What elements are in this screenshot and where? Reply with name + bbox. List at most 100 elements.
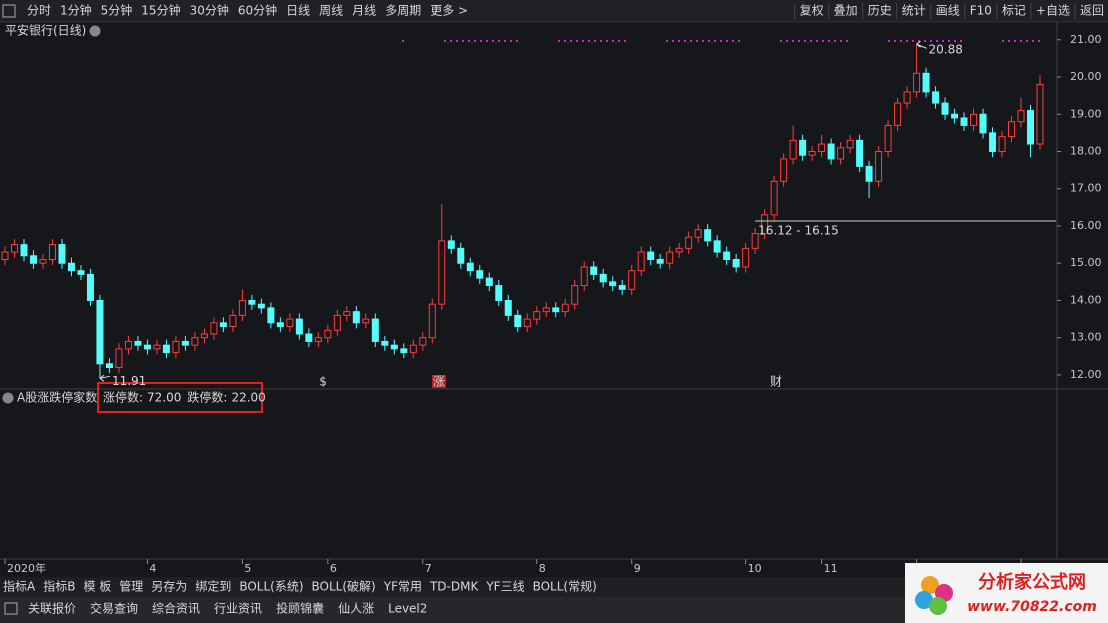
chart-title: 平安银行(日线) (5, 23, 86, 38)
tab[interactable]: 行业资讯 (214, 602, 262, 616)
indicator-button[interactable]: YF三线 (485, 580, 524, 594)
y-tick-label: 21.00 (1070, 33, 1102, 46)
candle-body (761, 214, 769, 234)
action-button[interactable]: F10 (970, 4, 992, 18)
period-button[interactable]: 日线 (286, 4, 310, 18)
indicator-button[interactable]: BOLL(系统) (239, 580, 303, 594)
candle-body (105, 363, 113, 369)
signal-dot (564, 40, 566, 42)
action-button[interactable]: 画线 (936, 4, 960, 18)
candle-body (504, 299, 512, 316)
indicator-button[interactable]: TD-DMK (429, 580, 479, 594)
candle-body (599, 273, 607, 283)
indicator-button[interactable]: 管理 (119, 579, 143, 594)
action-button[interactable]: 返回 (1080, 4, 1104, 18)
watermark-title: 分析家公式网 (978, 571, 1086, 593)
y-tick-label: 18.00 (1070, 144, 1102, 157)
y-tick-label: 12.00 (1070, 368, 1102, 381)
candle-body (685, 236, 693, 249)
period-button[interactable]: 1分钟 (60, 3, 92, 18)
indicator-button[interactable]: YF常用 (383, 580, 422, 594)
tab[interactable]: 综合资讯 (152, 601, 200, 616)
candle-body (694, 229, 702, 238)
action-button[interactable]: 复权 (800, 4, 824, 18)
candle-body (970, 113, 978, 126)
signal-dot (486, 40, 488, 42)
event-marker[interactable]: 涨 (433, 374, 445, 389)
candle-body (989, 132, 997, 152)
action-button[interactable]: 标记 (1002, 4, 1026, 18)
candle-body (219, 322, 227, 328)
x-tick-label: 2020年 (7, 561, 46, 575)
indicator-button[interactable]: 另存为 (151, 580, 187, 594)
indicator-dropdown[interactable] (2, 392, 14, 404)
candle-body (894, 102, 902, 126)
candle-body (419, 337, 427, 346)
indicator-button[interactable]: 指标B (43, 579, 75, 594)
indicator-button[interactable]: BOLL(常规) (533, 579, 597, 594)
tab[interactable]: 关联报价 (28, 601, 76, 616)
candle-body (257, 303, 265, 309)
y-tick-label: 17.00 (1070, 182, 1102, 195)
signal-dot (498, 40, 500, 42)
tab[interactable]: 仙人涨 (338, 601, 374, 616)
period-button[interactable]: 多周期 (385, 4, 421, 18)
tab[interactable]: 交易查询 (90, 601, 138, 616)
event-marker[interactable]: $ (319, 375, 327, 389)
candle-body (428, 303, 436, 339)
signal-dot (690, 40, 692, 42)
tab[interactable]: Level2 (388, 602, 427, 616)
candle-body (609, 281, 617, 287)
candle-body (20, 244, 28, 257)
candle-body (143, 344, 151, 350)
y-tick-label: 13.00 (1070, 331, 1102, 344)
indicator-button[interactable]: 绑定到 (195, 579, 231, 594)
action-button[interactable]: 叠加 (834, 4, 858, 18)
candle-body (333, 314, 341, 331)
event-marker[interactable]: 财 (770, 375, 782, 389)
indicator-name: 涨停数: (103, 390, 143, 405)
candle-body (951, 113, 959, 119)
action-button[interactable]: +自选 (1036, 4, 1070, 18)
signal-dot (684, 40, 686, 42)
candle-body (96, 299, 104, 365)
signal-dot (726, 40, 728, 42)
signal-dot (516, 40, 518, 42)
period-button[interactable]: 月线 (352, 4, 376, 18)
candle-body (286, 318, 294, 328)
period-button[interactable]: 更多 > (430, 4, 468, 18)
annotation-label: 11.91 (112, 374, 146, 388)
title-dropdown[interactable] (89, 25, 101, 37)
signal-dot (792, 40, 794, 42)
period-button[interactable]: 分时 (27, 4, 51, 18)
action-button[interactable]: 历史 (868, 4, 892, 18)
signal-dot (930, 40, 932, 42)
signal-dot (558, 40, 560, 42)
period-button[interactable]: 15分钟 (141, 3, 180, 18)
signal-dot (1014, 40, 1016, 42)
signal-dot (468, 40, 470, 42)
candle-body (856, 139, 864, 167)
signal-dot (600, 40, 602, 42)
menu-icon[interactable] (2, 4, 16, 18)
signal-dot (588, 40, 590, 42)
period-button[interactable]: 5分钟 (101, 3, 133, 18)
signal-dot (480, 40, 482, 42)
period-button[interactable]: 60分钟 (238, 3, 277, 18)
indicator-button[interactable]: BOLL(破解) (312, 579, 376, 594)
watermark: 分析家公式网 www.70822.com (905, 563, 1108, 623)
period-button[interactable]: 30分钟 (190, 3, 229, 18)
signal-dot (666, 40, 668, 42)
candle-body (675, 247, 683, 253)
action-button[interactable]: 统计 (902, 4, 926, 18)
period-button[interactable]: 周线 (319, 4, 343, 18)
candle-body (865, 165, 873, 182)
candle-body (713, 240, 721, 253)
tab-icon[interactable] (4, 602, 18, 615)
candle-body (267, 307, 275, 324)
tab[interactable]: 投顾锦囊 (276, 601, 324, 616)
candle-body (390, 344, 398, 350)
indicator-button[interactable]: 指标A (3, 579, 36, 594)
signal-dot (474, 40, 476, 42)
indicator-button[interactable]: 模 板 (83, 580, 111, 594)
